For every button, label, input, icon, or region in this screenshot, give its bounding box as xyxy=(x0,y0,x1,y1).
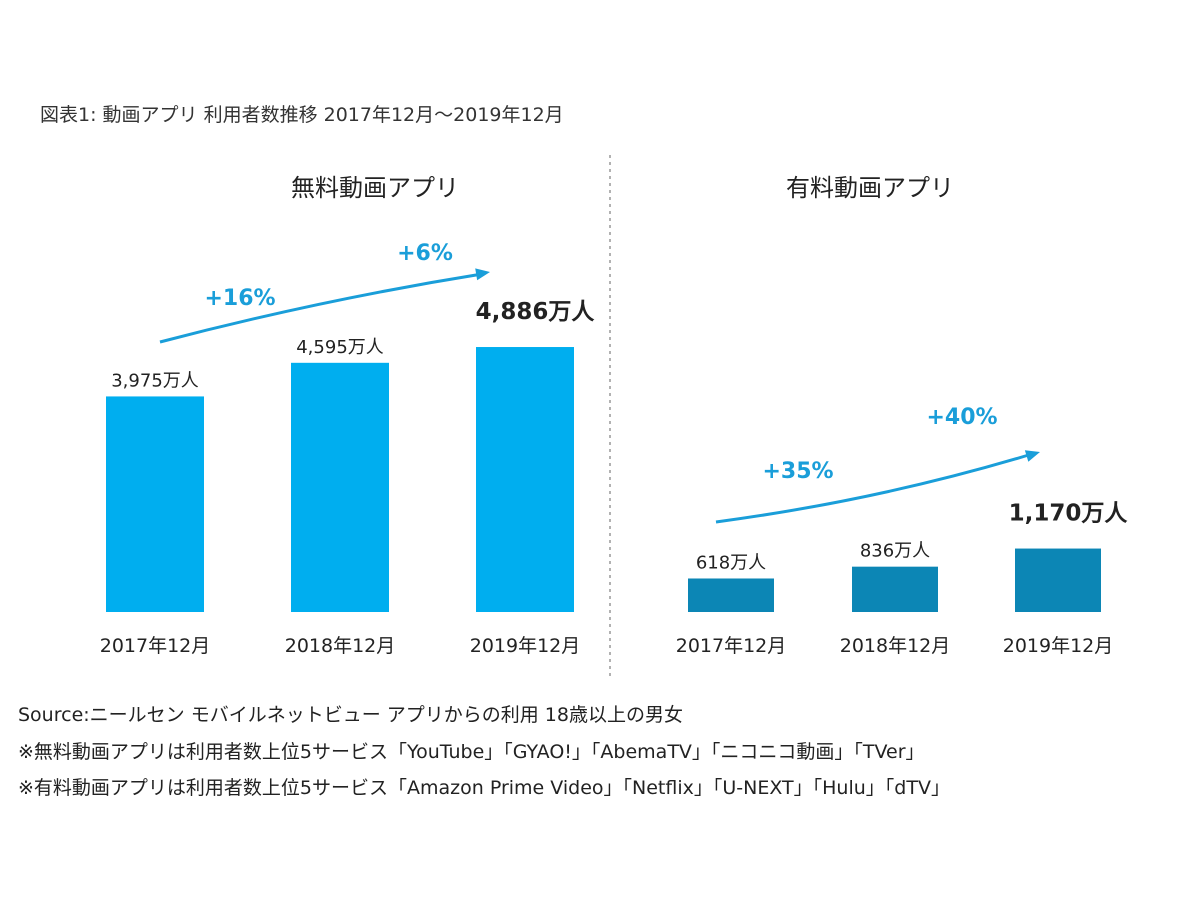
data-label: 618万人 xyxy=(696,552,766,573)
bar xyxy=(106,396,204,612)
source-note: Source:ニールセン モバイルネットビュー アプリからの利用 18歳以上の男… xyxy=(18,704,683,726)
data-label: 1,170万人 xyxy=(1009,501,1129,527)
data-label: 836万人 xyxy=(860,541,930,562)
growth-arrowhead xyxy=(1024,450,1040,462)
data-label: 4,886万人 xyxy=(476,299,596,325)
bar xyxy=(852,566,938,612)
bar xyxy=(1015,548,1101,612)
tick-label: 2017年12月 xyxy=(100,635,211,657)
panel-title-free: 無料動画アプリ xyxy=(291,174,459,202)
growth-label: +35% xyxy=(762,459,833,484)
growth-arrow xyxy=(715,452,1033,524)
chart-canvas: 無料動画アプリ 3,975万人 2017年12月 4,595万人 2018年12月 4,8… xyxy=(100,155,1129,680)
tick-label: 2018年12月 xyxy=(840,635,951,657)
growth-arrow xyxy=(159,272,483,344)
growth-label: +16% xyxy=(204,286,275,311)
growth-label: +6% xyxy=(397,241,453,266)
bar xyxy=(688,578,774,612)
figure-title: 図表1: 動画アプリ 利用者数推移 2017年12月～2019年12月 xyxy=(40,104,564,126)
tick-label: 2017年12月 xyxy=(676,635,787,657)
tick-label: 2018年12月 xyxy=(285,635,396,657)
growth-arrowhead xyxy=(475,268,490,281)
bar xyxy=(291,362,389,612)
data-label: 3,975万人 xyxy=(111,370,199,391)
bar xyxy=(476,347,574,612)
free-apps-note: ※無料動画アプリは利用者数上位5サービス「YouTube」「GYAO!」「Abe… xyxy=(18,741,925,763)
panel-title-paid: 有料動画アプリ xyxy=(786,174,954,202)
tick-label: 2019年12月 xyxy=(470,635,581,657)
paid-apps-note: ※有料動画アプリは利用者数上位5サービス「Amazon Prime Video」… xyxy=(18,777,950,799)
data-label: 4,595万人 xyxy=(296,337,384,358)
tick-label: 2019年12月 xyxy=(1003,635,1114,657)
growth-label: +40% xyxy=(926,405,997,430)
